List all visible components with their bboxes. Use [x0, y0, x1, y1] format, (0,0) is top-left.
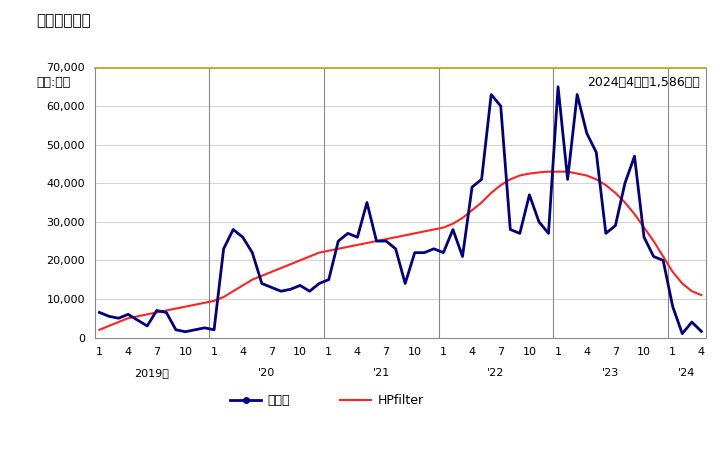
Text: 2019年: 2019年 [135, 368, 170, 378]
Text: '24: '24 [678, 368, 696, 378]
Legend: 輸入額, HPfilter: 輸入額, HPfilter [225, 389, 429, 412]
Text: 輸入額の推移: 輸入額の推移 [36, 14, 91, 28]
Text: '22: '22 [487, 368, 505, 378]
Text: 単位:万円: 単位:万円 [36, 76, 71, 90]
Text: '20: '20 [258, 368, 275, 378]
Text: '21: '21 [373, 368, 390, 378]
Text: '23: '23 [602, 368, 620, 378]
Text: 2024年4月：1,586万円: 2024年4月：1,586万円 [587, 76, 700, 89]
